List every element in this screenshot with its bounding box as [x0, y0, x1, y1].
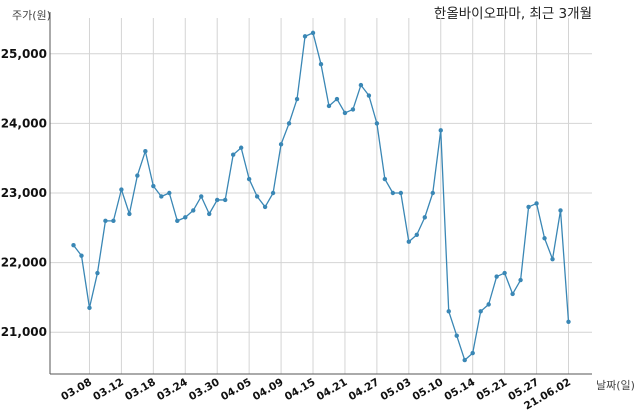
data-point	[494, 274, 499, 279]
data-point	[127, 211, 132, 217]
data-point	[71, 243, 76, 248]
data-point	[262, 204, 268, 210]
data-point	[478, 309, 483, 314]
y-axis-label: 주가(원)	[12, 9, 51, 22]
data-point	[454, 333, 459, 338]
data-point	[438, 128, 443, 133]
y-tick-labels: 21,000 22,000 23,000 24,000 25,000	[1, 47, 47, 339]
data-point	[143, 149, 148, 154]
data-point	[342, 110, 348, 116]
data-point	[183, 215, 188, 220]
y-tick-label: 24,000	[1, 116, 47, 130]
data-point	[502, 270, 507, 276]
x-tick-label: 05.03	[379, 376, 414, 403]
x-tick-label: 04.27	[347, 376, 382, 403]
data-point	[366, 93, 372, 98]
data-point	[159, 194, 164, 199]
data-point	[430, 190, 435, 196]
y-tick-label: 22,000	[1, 256, 47, 270]
data-point	[382, 176, 388, 182]
data-point	[486, 302, 491, 307]
data-point	[191, 208, 196, 213]
x-tick-labels: 03.0803.1203.1803.2403.3004.0504.0904.15…	[59, 376, 573, 412]
data-point	[135, 173, 140, 178]
data-point	[207, 211, 212, 217]
x-tick-label: 03.18	[123, 376, 158, 403]
x-tick-label: 04.09	[251, 376, 286, 403]
data-point	[246, 176, 252, 182]
data-point	[103, 218, 108, 224]
data-point	[222, 197, 228, 203]
data-point	[270, 190, 276, 196]
data-point	[406, 239, 412, 244]
data-point	[310, 30, 316, 36]
data-point	[350, 107, 356, 112]
data-point	[390, 190, 396, 196]
gridlines	[50, 18, 592, 374]
x-tick-label: 04.15	[283, 376, 318, 403]
x-tick-label: 05.14	[442, 376, 477, 403]
data-point	[566, 319, 571, 324]
data-point	[215, 197, 220, 203]
data-point	[358, 82, 364, 88]
y-tick-label: 25,000	[1, 47, 47, 61]
axes	[49, 12, 592, 375]
data-point	[334, 96, 340, 102]
x-tick-label: 05.10	[410, 376, 445, 403]
x-tick-label: 03.08	[59, 376, 94, 403]
x-axis-label: 날짜(일)	[596, 378, 635, 392]
price-series	[71, 30, 571, 363]
data-point	[238, 145, 244, 150]
data-point	[286, 121, 292, 126]
data-point	[175, 218, 180, 224]
data-point	[95, 270, 100, 276]
data-point	[119, 187, 124, 192]
series-line	[72, 32, 570, 361]
data-point	[278, 142, 284, 147]
x-tick-label: 04.21	[315, 376, 350, 403]
data-point	[534, 201, 539, 206]
chart-title: 한올바이오파마, 최근 3개월	[434, 6, 592, 22]
x-tick-label: 05.21	[474, 376, 509, 403]
data-point	[254, 194, 260, 199]
data-point	[318, 62, 324, 67]
data-point	[470, 350, 475, 356]
data-point	[302, 34, 308, 39]
data-point	[230, 152, 236, 157]
data-point	[79, 253, 84, 258]
data-point	[446, 309, 451, 314]
x-tick-label: 03.30	[187, 376, 222, 403]
data-point	[199, 194, 204, 199]
data-point	[422, 215, 427, 220]
y-tick-label: 23,000	[1, 186, 47, 200]
data-point	[151, 183, 156, 189]
y-tick-label: 21,000	[1, 325, 47, 339]
data-point	[294, 96, 300, 102]
data-point	[550, 256, 555, 262]
data-point	[510, 291, 515, 297]
data-point	[111, 218, 116, 224]
x-tick-label: 03.12	[91, 376, 126, 403]
x-tick-label: 04.05	[219, 376, 254, 403]
data-point	[87, 305, 92, 311]
data-point	[526, 204, 531, 210]
data-point	[398, 190, 404, 196]
data-point	[462, 357, 467, 363]
data-point	[558, 208, 563, 213]
data-point	[414, 232, 420, 237]
data-point	[167, 190, 172, 196]
data-point	[374, 121, 380, 126]
x-tick-label: 03.24	[155, 376, 190, 403]
data-point	[326, 103, 332, 109]
data-point	[518, 277, 523, 283]
data-point	[542, 236, 547, 241]
